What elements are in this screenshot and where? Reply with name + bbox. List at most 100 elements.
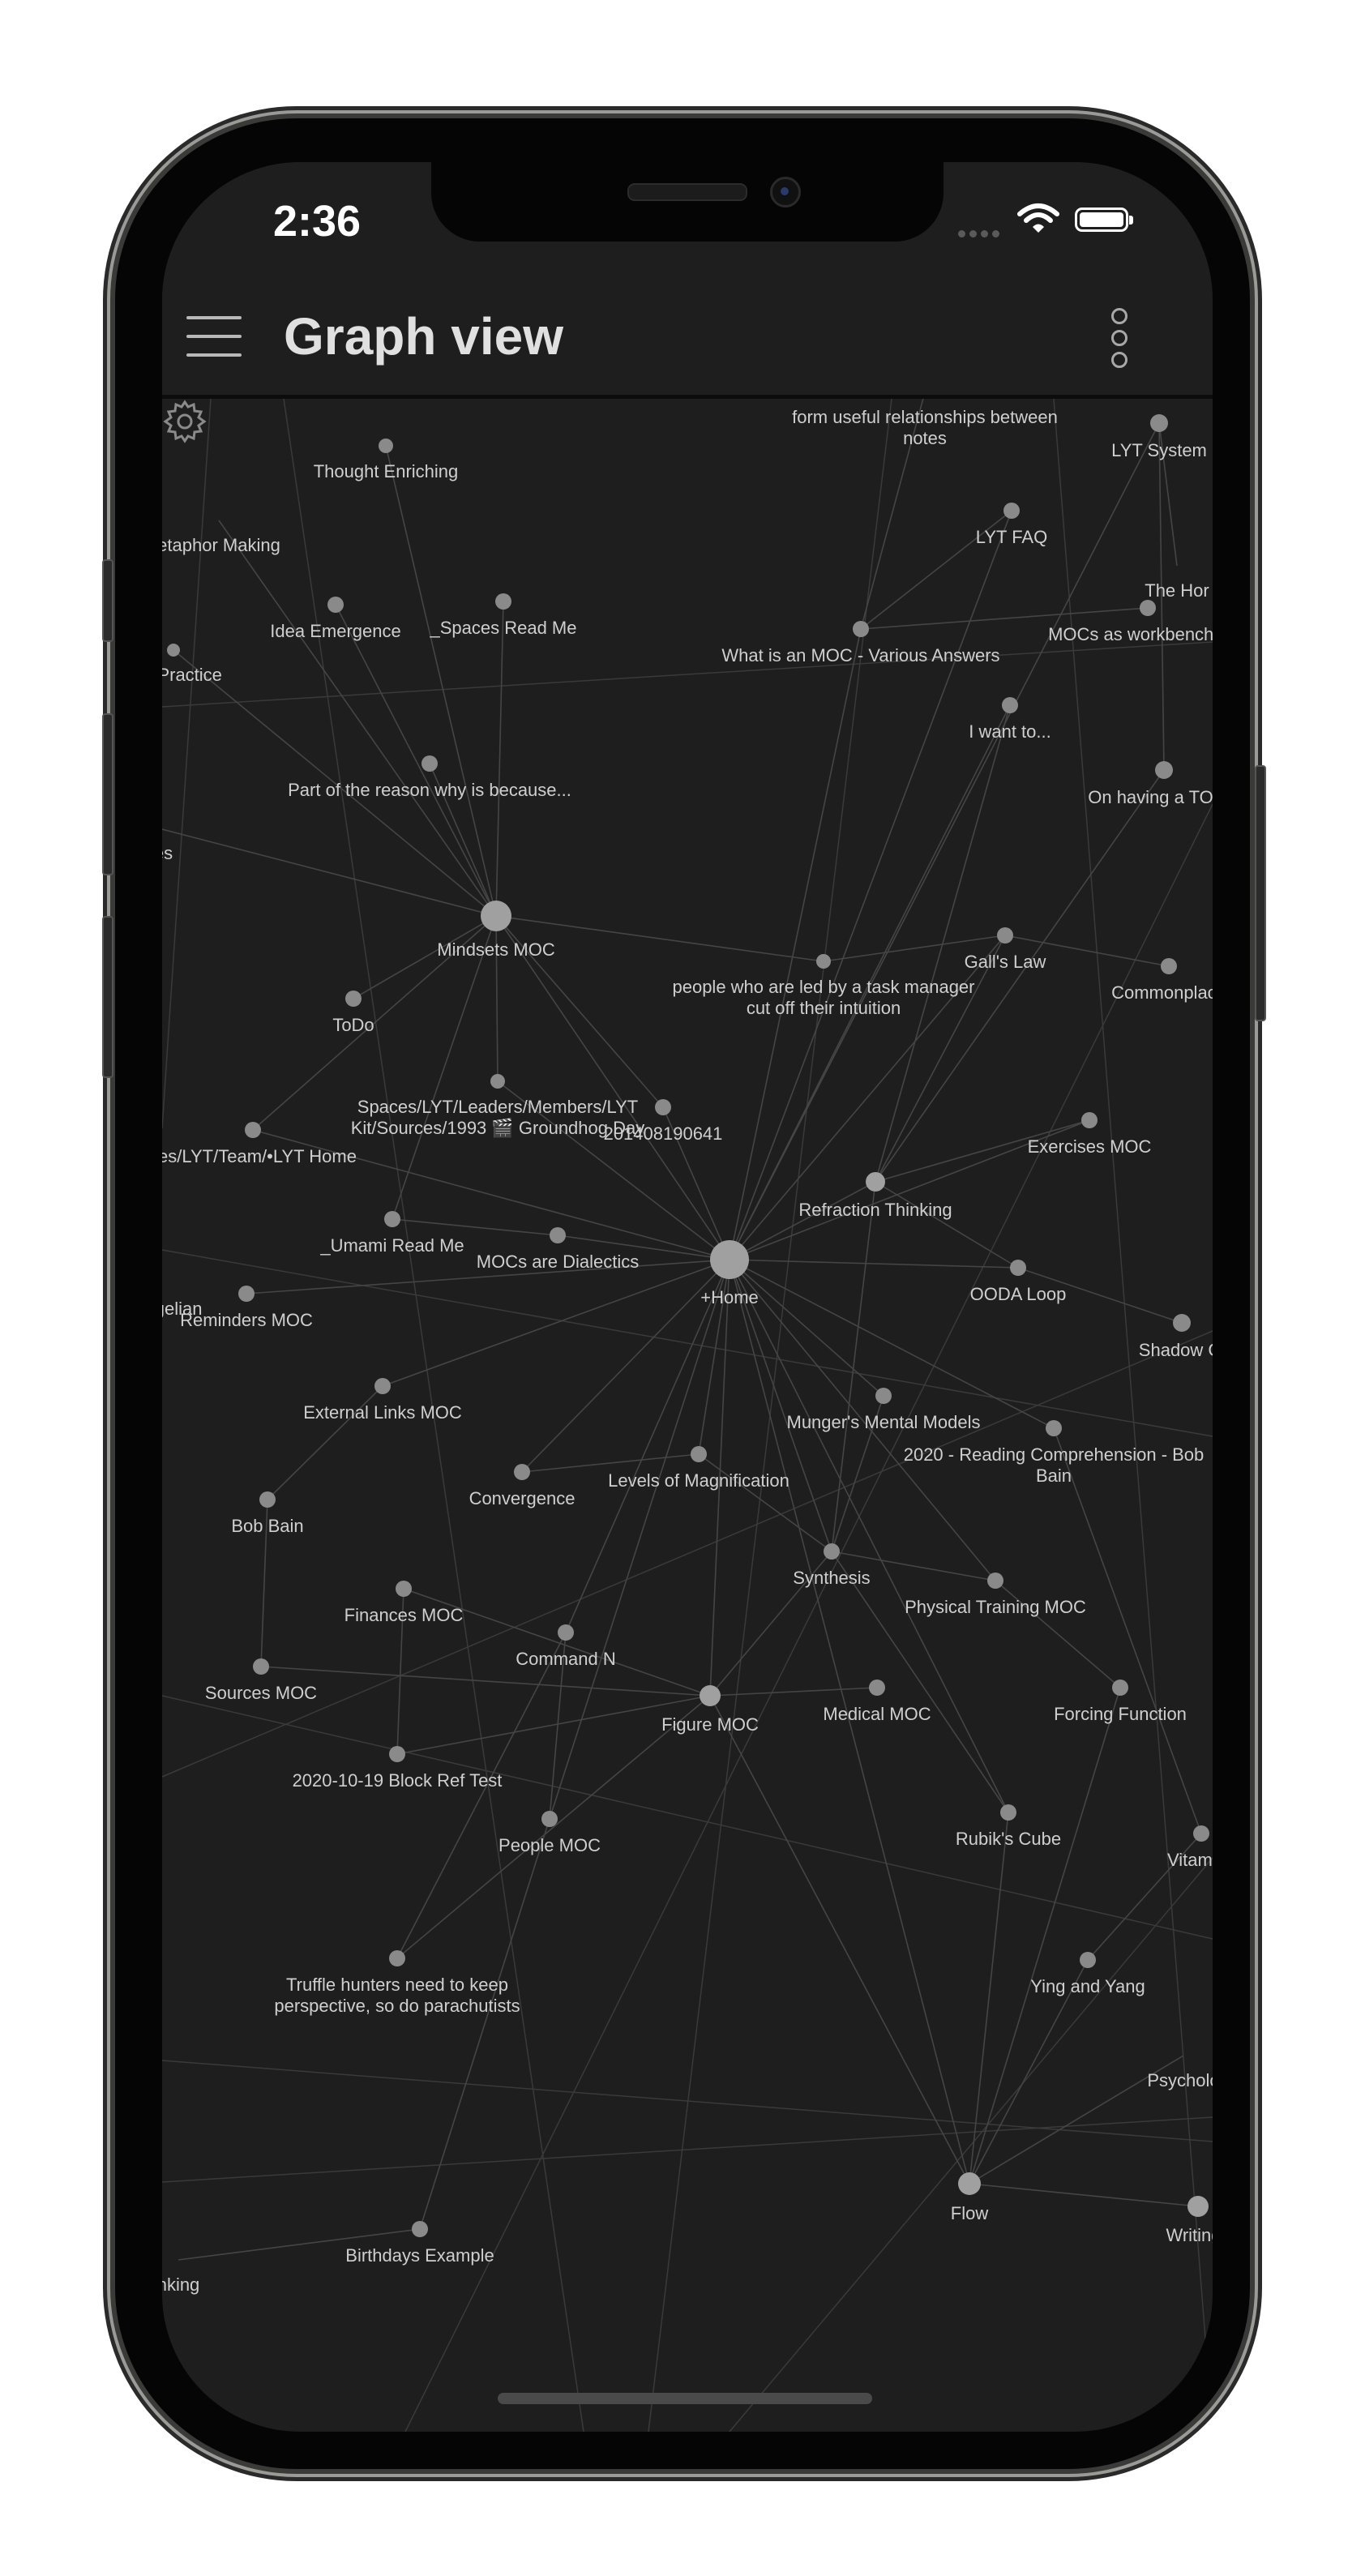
graph-node[interactable]: Shadow Cl <box>1139 1314 1213 1360</box>
graph-node-dot[interactable] <box>481 901 511 931</box>
graph-node-dot[interactable] <box>824 1543 840 1560</box>
graph-node[interactable]: Commonplace <box>1111 958 1213 1003</box>
graph-node[interactable]: Thought Enriching <box>314 439 459 481</box>
graph-node[interactable]: MOCs are Dialectics <box>477 1227 639 1272</box>
graph-node[interactable]: The Hor <box>1145 580 1209 601</box>
graph-node-dot[interactable] <box>1161 958 1177 974</box>
graph-canvas[interactable]: form useful relationships between notes LY… <box>162 399 1213 2432</box>
graph-node[interactable]: nking <box>162 2274 199 2295</box>
graph-node[interactable]: Finances MOC <box>344 1581 464 1625</box>
graph-node[interactable]: Truffle hunters need to keep perspective,… <box>274 1950 520 2016</box>
graph-node-dot[interactable] <box>245 1122 261 1138</box>
graph-node[interactable]: Bob Bain <box>231 1491 304 1536</box>
graph-node[interactable]: External Links MOC <box>303 1378 462 1423</box>
graph-node[interactable]: Munger's Mental Models <box>787 1388 981 1432</box>
graph-node-dot[interactable] <box>655 1099 671 1115</box>
graph-node[interactable]: Vitamins <box>1167 1825 1213 1870</box>
graph-svg[interactable]: form useful relationships between notes LY… <box>162 399 1213 2432</box>
graph-node-dot[interactable] <box>541 1811 558 1827</box>
graph-node[interactable]: form useful relationships between notes <box>792 407 1058 448</box>
graph-node-dot[interactable] <box>853 621 869 637</box>
more-options-icon[interactable] <box>1102 308 1135 370</box>
graph-node-dot[interactable] <box>1002 697 1018 713</box>
graph-node[interactable]: LYT FAQ <box>976 503 1047 547</box>
graph-node-dot[interactable] <box>958 2172 981 2195</box>
graph-settings-gear-icon[interactable] <box>162 399 208 444</box>
graph-node-dot[interactable] <box>490 1074 505 1089</box>
graph-node[interactable]: I want to... <box>969 697 1051 742</box>
graph-node-dot[interactable] <box>374 1378 391 1394</box>
graph-node[interactable]: Rubik's Cube <box>956 1804 1061 1849</box>
graph-node-dot[interactable] <box>1046 1420 1062 1436</box>
graph-node[interactable]: Medical MOC <box>823 1680 931 1724</box>
graph-node-dot[interactable] <box>1112 1680 1128 1696</box>
graph-node-dot[interactable] <box>345 991 362 1007</box>
graph-node-dot[interactable] <box>866 1172 885 1192</box>
graph-node-dot[interactable] <box>514 1464 530 1480</box>
graph-node[interactable]: Mindsets MOC <box>437 901 555 960</box>
graph-node[interactable]: Flow <box>951 2172 989 2223</box>
graph-node[interactable]: Reminders MOC <box>180 1286 313 1330</box>
graph-node-dot[interactable] <box>1080 1952 1096 1968</box>
graph-node[interactable]: 201408190641 <box>604 1099 723 1144</box>
graph-node[interactable]: Gall's Law <box>965 927 1046 972</box>
graph-node[interactable]: Writings <box>1166 2196 1213 2245</box>
graph-node-dot[interactable] <box>421 755 438 772</box>
graph-node-dot[interactable] <box>1193 1825 1209 1842</box>
graph-node-dot[interactable] <box>253 1658 269 1675</box>
graph-node[interactable]: +Home <box>700 1240 759 1307</box>
graph-node[interactable]: ces <box>162 843 173 863</box>
graph-node-dot[interactable] <box>816 954 831 969</box>
graph-node[interactable]: OODA Loop <box>970 1260 1067 1304</box>
graph-node[interactable]: Part of the reason why is because... <box>288 755 571 800</box>
graph-node[interactable]: Birthdays Example <box>345 2221 494 2266</box>
graph-node[interactable]: etaphor Making <box>162 535 280 555</box>
graph-node-dot[interactable] <box>167 644 180 657</box>
graph-node[interactable]: People MOC <box>499 1811 601 1855</box>
graph-node-dot[interactable] <box>412 2221 428 2237</box>
graph-node-dot[interactable] <box>327 597 344 613</box>
graph-node[interactable]: ToDo <box>332 991 374 1035</box>
graph-node-dot[interactable] <box>1155 761 1173 779</box>
graph-node-dot[interactable] <box>389 1950 405 1966</box>
graph-node[interactable]: On having a TODO <box>1088 761 1213 807</box>
graph-node-dot[interactable] <box>1173 1314 1191 1332</box>
graph-node[interactable]: Command N <box>516 1624 616 1669</box>
graph-node[interactable]: 2020-10-19 Block Ref Test <box>293 1746 503 1791</box>
graph-node[interactable]: Idea Emergence <box>270 597 401 641</box>
graph-node-dot[interactable] <box>1081 1112 1098 1128</box>
graph-node-dot[interactable] <box>550 1227 566 1243</box>
graph-node-dot[interactable] <box>691 1446 707 1462</box>
graph-node[interactable]: ess Practice <box>162 644 222 685</box>
graph-node[interactable]: Forcing Function <box>1054 1680 1187 1724</box>
graph-node[interactable]: 2020 - Reading Comprehension - Bob Bain <box>904 1420 1205 1486</box>
graph-node[interactable]: LYT System <box>1111 414 1207 460</box>
hamburger-menu-icon[interactable] <box>186 316 242 357</box>
graph-node-dot[interactable] <box>1150 414 1168 432</box>
graph-node[interactable]: ces/LYT/Team/•LYT Home <box>162 1122 357 1166</box>
graph-node-dot[interactable] <box>558 1624 574 1641</box>
graph-node[interactable]: Ying and Yang <box>1030 1952 1145 1996</box>
graph-node-dot[interactable] <box>259 1491 276 1508</box>
graph-node-dot[interactable] <box>987 1573 1003 1589</box>
graph-node[interactable]: Synthesis <box>793 1543 871 1588</box>
graph-node-dot[interactable] <box>997 927 1013 944</box>
graph-node[interactable]: people who are led by a task manager cut … <box>672 954 975 1018</box>
graph-node-dot[interactable] <box>495 593 511 610</box>
graph-node-dot[interactable] <box>389 1746 405 1762</box>
graph-node-dot[interactable] <box>379 439 393 453</box>
graph-node-dot[interactable] <box>384 1211 400 1227</box>
graph-node[interactable]: _Umami Read Me <box>319 1211 464 1256</box>
graph-node-dot[interactable] <box>396 1581 412 1597</box>
graph-node[interactable]: Figure MOC <box>661 1685 759 1735</box>
graph-node-dot[interactable] <box>1000 1804 1016 1821</box>
graph-node-dot[interactable] <box>1003 503 1020 519</box>
graph-node-dot[interactable] <box>1010 1260 1026 1276</box>
home-indicator[interactable] <box>498 2393 872 2404</box>
graph-node[interactable]: Levels of Magnification <box>608 1446 789 1491</box>
graph-node-dot[interactable] <box>238 1286 255 1302</box>
graph-node-dot[interactable] <box>700 1685 721 1706</box>
graph-node-dot[interactable] <box>869 1680 885 1696</box>
graph-node[interactable]: Convergence <box>469 1464 576 1508</box>
graph-node[interactable]: Refraction Thinking <box>798 1172 952 1220</box>
